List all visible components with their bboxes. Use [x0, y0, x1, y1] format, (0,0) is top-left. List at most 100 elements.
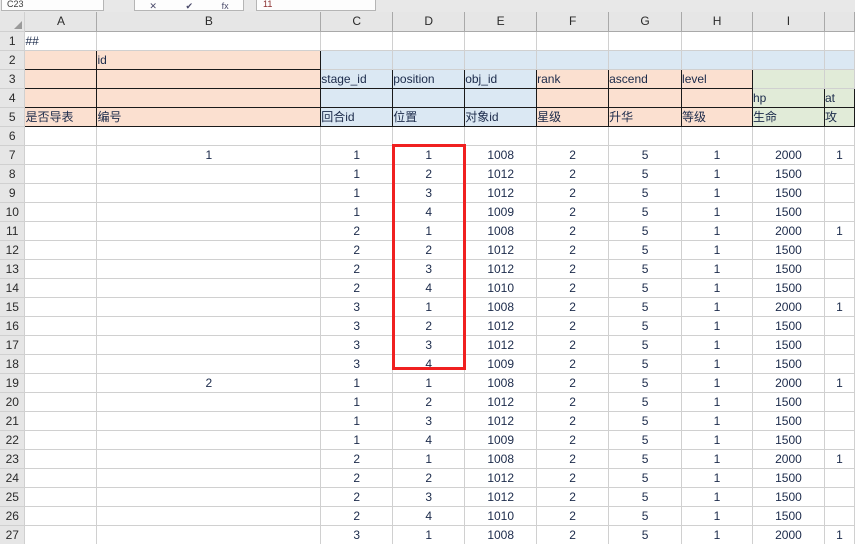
- cell-H18[interactable]: 1: [681, 354, 753, 374]
- cell-B27[interactable]: [96, 525, 322, 544]
- cell-E1[interactable]: [464, 31, 538, 51]
- row-header-27[interactable]: 27: [0, 525, 26, 544]
- cell-F6[interactable]: [536, 126, 610, 146]
- cell-A17[interactable]: [24, 335, 98, 355]
- cell-G18[interactable]: 5: [608, 354, 683, 374]
- cell-J11[interactable]: 1: [824, 221, 855, 241]
- cell-F25[interactable]: 2: [536, 487, 610, 507]
- cell-B2[interactable]: id: [96, 49, 322, 70]
- cell-E24[interactable]: 1012: [464, 468, 538, 488]
- cell-G20[interactable]: 5: [608, 392, 683, 412]
- cell-A6[interactable]: [24, 126, 98, 146]
- cell-E22[interactable]: 1009: [464, 430, 538, 450]
- cell-J10[interactable]: [824, 202, 855, 222]
- cell-I17[interactable]: 1500: [752, 335, 825, 355]
- row-header-17[interactable]: 17: [0, 335, 26, 355]
- cell-E17[interactable]: 1012: [464, 335, 538, 355]
- cell-E6[interactable]: [464, 126, 538, 146]
- cell-I7[interactable]: 2000: [752, 145, 825, 165]
- cell-E7[interactable]: 1008: [464, 145, 538, 165]
- cell-I13[interactable]: 1500: [752, 259, 825, 279]
- cell-H7[interactable]: 1: [681, 145, 753, 165]
- cell-G25[interactable]: 5: [608, 487, 683, 507]
- column-header-e[interactable]: E: [464, 12, 538, 32]
- cell-J3[interactable]: [824, 69, 855, 89]
- cell-C27[interactable]: 3: [320, 525, 394, 544]
- function-icon[interactable]: fx: [221, 1, 229, 11]
- cell-E13[interactable]: 1012: [464, 259, 538, 279]
- row-header-3[interactable]: 3: [0, 69, 26, 89]
- cell-G4[interactable]: [608, 87, 683, 108]
- cell-C22[interactable]: 1: [320, 430, 394, 450]
- cell-E18[interactable]: 1009: [464, 354, 538, 374]
- cell-I21[interactable]: 1500: [752, 411, 825, 431]
- cell-F3[interactable]: rank: [536, 68, 610, 89]
- cell-J6[interactable]: [824, 126, 855, 146]
- cell-H21[interactable]: 1: [681, 411, 753, 431]
- cell-B20[interactable]: [96, 392, 322, 412]
- row-header-26[interactable]: 26: [0, 506, 26, 526]
- cell-F18[interactable]: 2: [536, 354, 610, 374]
- cell-B22[interactable]: [96, 430, 322, 450]
- cell-E12[interactable]: 1012: [464, 240, 538, 260]
- cell-D21[interactable]: 3: [392, 411, 466, 431]
- cell-B12[interactable]: [96, 240, 322, 260]
- cell-F4[interactable]: [536, 87, 610, 108]
- row-header-7[interactable]: 7: [0, 145, 26, 165]
- cell-F22[interactable]: 2: [536, 430, 610, 450]
- cell-I11[interactable]: 2000: [752, 221, 825, 241]
- cell-H15[interactable]: 1: [681, 297, 753, 317]
- cell-B15[interactable]: [96, 297, 322, 317]
- cell-D22[interactable]: 4: [392, 430, 466, 450]
- cell-J12[interactable]: [824, 240, 855, 260]
- cell-J4[interactable]: at: [823, 87, 855, 108]
- cell-B21[interactable]: [96, 411, 322, 431]
- cell-B3[interactable]: [96, 68, 322, 89]
- cell-J17[interactable]: [824, 335, 855, 355]
- cell-H10[interactable]: 1: [681, 202, 753, 222]
- cell-B24[interactable]: [96, 468, 322, 488]
- cell-C14[interactable]: 2: [320, 278, 394, 298]
- cell-J21[interactable]: [824, 411, 855, 431]
- cell-D11[interactable]: 1: [392, 221, 466, 241]
- cell-B17[interactable]: [96, 335, 322, 355]
- cell-G12[interactable]: 5: [608, 240, 683, 260]
- cell-E9[interactable]: 1012: [464, 183, 538, 203]
- row-header-21[interactable]: 21: [0, 411, 26, 431]
- cell-J15[interactable]: 1: [824, 297, 855, 317]
- row-header-10[interactable]: 10: [0, 202, 26, 222]
- column-header-f[interactable]: F: [536, 12, 610, 32]
- cell-C2[interactable]: [320, 50, 394, 70]
- cell-J7[interactable]: 1: [824, 145, 855, 165]
- cell-E3[interactable]: obj_id: [464, 68, 538, 89]
- cell-E10[interactable]: 1009: [464, 202, 538, 222]
- cell-I18[interactable]: 1500: [752, 354, 825, 374]
- cell-B23[interactable]: [96, 449, 322, 469]
- row-header-22[interactable]: 22: [0, 430, 26, 450]
- cell-C5[interactable]: 回合id: [320, 106, 394, 127]
- row-header-2[interactable]: 2: [0, 50, 26, 70]
- cell-E20[interactable]: 1012: [464, 392, 538, 412]
- cell-D17[interactable]: 3: [392, 335, 466, 355]
- row-header-5[interactable]: 5: [0, 107, 26, 127]
- name-box[interactable]: C23: [1, 0, 104, 11]
- cell-J1[interactable]: [824, 31, 855, 51]
- row-header-16[interactable]: 16: [0, 316, 26, 336]
- cell-A10[interactable]: [24, 202, 98, 222]
- cell-A2[interactable]: [24, 49, 98, 70]
- cell-F8[interactable]: 2: [536, 164, 610, 184]
- cell-J25[interactable]: [824, 487, 855, 507]
- cell-C20[interactable]: 1: [320, 392, 394, 412]
- cell-I26[interactable]: 1500: [752, 506, 825, 526]
- cell-A22[interactable]: [24, 430, 98, 450]
- cell-J5[interactable]: 攻: [823, 106, 855, 127]
- cell-G13[interactable]: 5: [608, 259, 683, 279]
- cell-F24[interactable]: 2: [536, 468, 610, 488]
- confirm-icon[interactable]: ✔: [185, 1, 194, 11]
- cell-C21[interactable]: 1: [320, 411, 394, 431]
- cell-C17[interactable]: 3: [320, 335, 394, 355]
- cell-H14[interactable]: 1: [681, 278, 753, 298]
- cell-G9[interactable]: 5: [608, 183, 683, 203]
- row-header-19[interactable]: 19: [0, 373, 26, 393]
- cell-H13[interactable]: 1: [681, 259, 753, 279]
